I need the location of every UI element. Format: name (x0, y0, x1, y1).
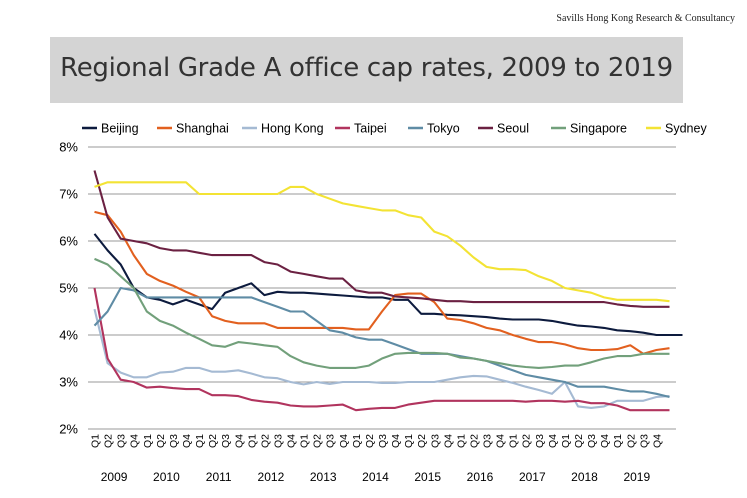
x-tick-label: Q1 (612, 434, 624, 448)
x-year-label: 2019 (623, 470, 650, 484)
x-tick-label: Q1 (560, 434, 572, 448)
series-lines (93, 170, 683, 412)
x-year-label: 2012 (258, 470, 285, 484)
x-tick-label: Q1 (508, 434, 520, 448)
x-tick-label: Q2 (416, 434, 428, 448)
series-line-sydney (94, 181, 670, 303)
x-year-label: 2015 (414, 470, 441, 484)
x-tick-label: Q1 (194, 434, 206, 448)
legend-label: Singapore (570, 122, 627, 136)
gridlines (88, 146, 676, 430)
x-year-label: 2014 (362, 470, 389, 484)
x-tick-label: Q4 (390, 434, 402, 448)
x-tick-label: Q3 (482, 434, 494, 448)
x-tick-label: Q3 (534, 434, 546, 448)
x-tick-label: Q1 (351, 434, 363, 448)
y-tick-label: 7% (59, 187, 78, 202)
legend: Beijing Shanghai Hong Kong Taipei Tokyo Seoul… (82, 122, 707, 136)
x-year-label: 2011 (206, 470, 232, 484)
x-tick-label: Q4 (233, 434, 245, 448)
x-tick-label: Q2 (625, 434, 637, 448)
x-tick-label: Q3 (116, 434, 128, 448)
legend-label: Beijing (101, 122, 139, 136)
x-tick-label: Q3 (325, 434, 337, 448)
series-line-hong-kong (93, 308, 670, 409)
x-tick-label: Q4 (495, 434, 507, 448)
x-tick-label: Q1 (90, 434, 102, 448)
legend-label: Tokyo (427, 122, 460, 136)
x-year-label: 2018 (571, 470, 598, 484)
x-tick-label: Q1 (455, 434, 467, 448)
x-tick-label: Q4 (181, 434, 193, 448)
chart-title: Regional Grade A office cap rates, 2009 … (60, 53, 673, 83)
series-line-tokyo (93, 286, 670, 399)
x-tick-label: Q3 (377, 434, 389, 448)
series-line-taipei (93, 287, 670, 412)
series-line-singapore (94, 257, 670, 369)
x-tick-label: Q4 (129, 434, 141, 448)
x-tick-label: Q3 (273, 434, 285, 448)
x-tick-label: Q2 (521, 434, 533, 448)
legend-label: Hong Kong (261, 122, 324, 136)
x-tick-label: Q4 (442, 434, 454, 448)
title-band: Regional Grade A office cap rates, 2009 … (50, 37, 683, 103)
y-tick-label: 2% (59, 422, 78, 437)
x-tick-label: Q4 (338, 434, 350, 448)
x-tick-label: Q4 (547, 434, 559, 448)
x-tick-label: Q4 (599, 434, 611, 448)
x-tick-label: Q2 (469, 434, 481, 448)
x-year-label: 2009 (101, 470, 128, 484)
x-year-label: 2010 (153, 470, 180, 484)
x-tick-label: Q2 (155, 434, 167, 448)
x-tick-label: Q3 (638, 434, 650, 448)
x-tick-label: Q3 (429, 434, 441, 448)
series-line-shanghai (94, 210, 670, 355)
legend-label: Sydney (665, 122, 707, 136)
series-line-seoul (93, 170, 670, 308)
legend-label: Seoul (497, 122, 529, 136)
x-tick-label: Q2 (103, 434, 115, 448)
x-tick-label: Q2 (364, 434, 376, 448)
x-tick-label: Q1 (299, 434, 311, 448)
x-tick-label: Q3 (586, 434, 598, 448)
x-tick-label: Q2 (207, 434, 219, 448)
x-tick-label: Q1 (403, 434, 415, 448)
x-tick-label: Q4 (651, 434, 663, 448)
y-tick-label: 3% (59, 375, 78, 390)
x-tick-label: Q3 (168, 434, 180, 448)
x-tick-label: Q3 (220, 434, 232, 448)
x-tick-label: Q2 (573, 434, 585, 448)
y-tick-label: 8% (59, 140, 78, 155)
x-tick-label: Q2 (312, 434, 324, 448)
x-year-label: 2013 (310, 470, 337, 484)
x-tick-label: Q1 (142, 434, 154, 448)
series-line-beijing (93, 233, 683, 337)
source-credit: Savills Hong Kong Research & Consultancy (556, 13, 735, 24)
x-tick-label: Q1 (246, 434, 258, 448)
x-tick-label: Q2 (259, 434, 271, 448)
x-tick-label: Q4 (286, 434, 298, 448)
x-year-label: 2017 (519, 470, 546, 484)
y-axis: 2% 3% 4% 5% 6% 7% 8% (59, 140, 78, 437)
x-year-label: 2016 (467, 470, 494, 484)
legend-label: Taipei (354, 122, 387, 136)
y-tick-label: 6% (59, 234, 78, 249)
y-tick-label: 4% (59, 328, 78, 343)
legend-label: Shanghai (176, 122, 229, 136)
y-tick-label: 5% (59, 281, 78, 296)
